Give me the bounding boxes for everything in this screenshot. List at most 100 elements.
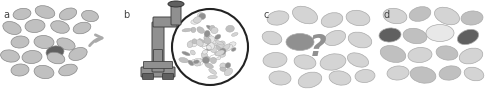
Ellipse shape <box>200 58 209 62</box>
Ellipse shape <box>409 7 431 21</box>
Ellipse shape <box>57 38 75 50</box>
Ellipse shape <box>214 52 220 55</box>
Ellipse shape <box>198 12 204 18</box>
Ellipse shape <box>206 45 212 50</box>
Text: c: c <box>263 10 268 20</box>
Ellipse shape <box>191 27 196 33</box>
Ellipse shape <box>225 63 230 68</box>
Ellipse shape <box>232 48 236 51</box>
Text: d: d <box>383 10 389 20</box>
Ellipse shape <box>439 66 461 80</box>
Ellipse shape <box>0 50 20 62</box>
Ellipse shape <box>192 60 196 65</box>
Ellipse shape <box>205 34 212 39</box>
Ellipse shape <box>209 69 216 74</box>
Ellipse shape <box>34 65 54 79</box>
Ellipse shape <box>215 50 224 56</box>
Ellipse shape <box>321 13 343 27</box>
Ellipse shape <box>204 43 212 49</box>
Ellipse shape <box>46 46 64 58</box>
Ellipse shape <box>348 32 372 48</box>
Ellipse shape <box>205 45 212 51</box>
Ellipse shape <box>196 40 203 46</box>
Ellipse shape <box>208 75 218 79</box>
Ellipse shape <box>25 19 45 33</box>
Ellipse shape <box>224 68 232 76</box>
Ellipse shape <box>211 27 218 34</box>
Ellipse shape <box>204 35 210 41</box>
Ellipse shape <box>232 33 238 36</box>
Ellipse shape <box>294 55 316 69</box>
Ellipse shape <box>346 10 370 26</box>
Ellipse shape <box>197 59 203 66</box>
Ellipse shape <box>194 60 199 64</box>
Ellipse shape <box>355 69 375 83</box>
Ellipse shape <box>73 22 91 34</box>
Ellipse shape <box>410 67 436 83</box>
Ellipse shape <box>194 17 202 23</box>
Ellipse shape <box>464 67 484 81</box>
FancyBboxPatch shape <box>154 50 162 65</box>
Ellipse shape <box>212 40 218 46</box>
Ellipse shape <box>436 46 458 60</box>
Ellipse shape <box>379 28 401 42</box>
Ellipse shape <box>190 50 195 55</box>
FancyBboxPatch shape <box>144 62 172 69</box>
Ellipse shape <box>182 51 190 56</box>
Ellipse shape <box>11 64 29 76</box>
Ellipse shape <box>60 8 76 20</box>
Ellipse shape <box>387 66 409 80</box>
Ellipse shape <box>214 34 221 39</box>
Ellipse shape <box>205 57 210 61</box>
Ellipse shape <box>210 55 219 59</box>
Ellipse shape <box>3 21 21 34</box>
Text: ?: ? <box>309 33 327 63</box>
Ellipse shape <box>329 71 351 85</box>
Ellipse shape <box>461 11 483 25</box>
Circle shape <box>172 9 248 85</box>
Ellipse shape <box>204 30 210 37</box>
Ellipse shape <box>217 41 225 48</box>
Ellipse shape <box>408 47 432 63</box>
Ellipse shape <box>267 11 289 25</box>
Ellipse shape <box>199 39 205 44</box>
Ellipse shape <box>220 63 226 69</box>
Ellipse shape <box>208 36 214 42</box>
Ellipse shape <box>210 47 216 53</box>
Ellipse shape <box>218 52 226 57</box>
Ellipse shape <box>269 71 291 85</box>
Ellipse shape <box>187 41 192 48</box>
Ellipse shape <box>69 48 87 61</box>
Ellipse shape <box>58 64 78 76</box>
FancyBboxPatch shape <box>153 17 177 27</box>
Ellipse shape <box>198 13 205 20</box>
Ellipse shape <box>459 48 483 64</box>
Ellipse shape <box>286 33 314 51</box>
Ellipse shape <box>229 42 236 47</box>
Ellipse shape <box>380 46 406 62</box>
Ellipse shape <box>204 38 211 44</box>
FancyBboxPatch shape <box>171 3 181 25</box>
FancyBboxPatch shape <box>162 74 173 80</box>
Ellipse shape <box>210 57 216 64</box>
Ellipse shape <box>11 36 29 48</box>
Ellipse shape <box>202 57 209 64</box>
Ellipse shape <box>324 30 345 46</box>
Ellipse shape <box>224 44 232 51</box>
Ellipse shape <box>206 25 214 31</box>
Ellipse shape <box>50 21 70 33</box>
Ellipse shape <box>22 51 42 64</box>
Ellipse shape <box>211 43 216 47</box>
Ellipse shape <box>262 31 282 45</box>
Ellipse shape <box>188 60 194 66</box>
Ellipse shape <box>82 10 98 22</box>
Ellipse shape <box>208 43 214 50</box>
Ellipse shape <box>13 8 31 20</box>
Text: a: a <box>3 10 9 20</box>
Ellipse shape <box>194 59 202 62</box>
Ellipse shape <box>434 7 460 25</box>
Ellipse shape <box>202 50 207 54</box>
Ellipse shape <box>226 25 234 32</box>
FancyBboxPatch shape <box>142 74 154 80</box>
Ellipse shape <box>204 42 210 49</box>
